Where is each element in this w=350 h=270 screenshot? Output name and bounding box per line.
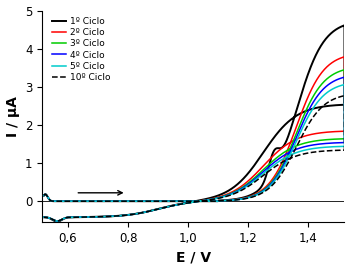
Legend: 1º Ciclo, 2º Ciclo, 3º Ciclo, 4º Ciclo, 5º Ciclo, 10º Ciclo: 1º Ciclo, 2º Ciclo, 3º Ciclo, 4º Ciclo, … (50, 15, 112, 84)
Y-axis label: I / μA: I / μA (6, 96, 20, 137)
X-axis label: E / V: E / V (176, 251, 211, 264)
